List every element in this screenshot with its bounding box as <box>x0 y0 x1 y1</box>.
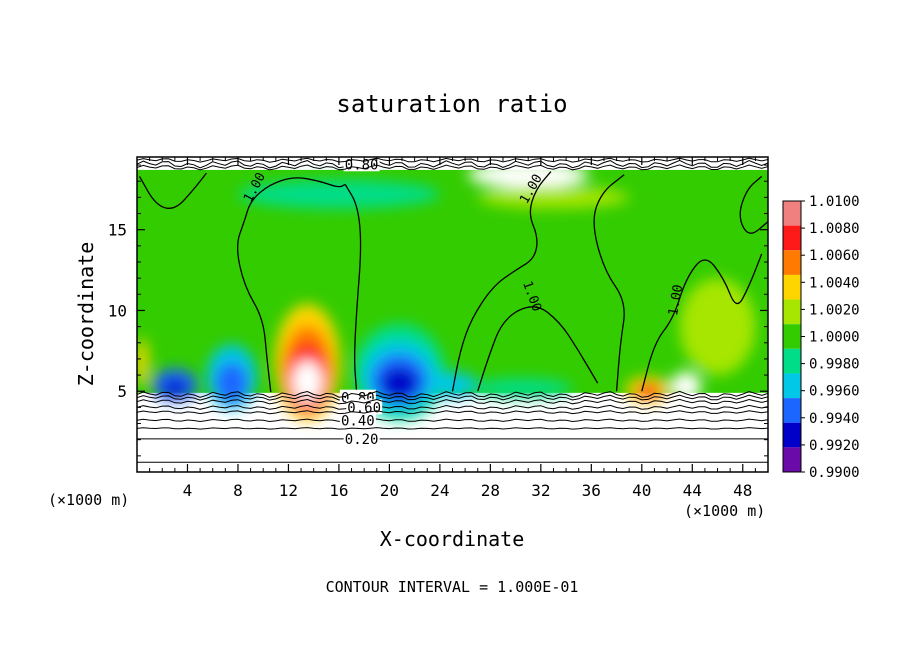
low_contours-line-6 <box>137 410 768 415</box>
colorbar-swatch-8 <box>783 398 801 423</box>
fill-blob-5 <box>635 383 661 399</box>
fill-blob-11 <box>215 362 249 405</box>
fill-blob-16 <box>670 371 702 401</box>
x-tick-label-2: 12 <box>279 481 298 500</box>
colorbar-label-3: 1.0040 <box>809 275 860 291</box>
saturation-fill <box>137 161 768 421</box>
colorbar-label-5: 1.0000 <box>809 330 860 346</box>
x-tick-label-4: 20 <box>380 481 399 500</box>
colorbar-label-0: 1.0100 <box>809 194 860 210</box>
colorbar-swatch-6 <box>783 348 801 374</box>
colorbar-label-10: 0.9900 <box>809 465 860 481</box>
low_contours-label-bg-3 <box>343 430 380 446</box>
colorbar-swatch-9 <box>783 422 801 448</box>
top_contours-line-2 <box>137 164 768 171</box>
top_contours-label-0: 0.80 <box>345 157 379 173</box>
colorbar-label-9: 0.9920 <box>809 438 860 454</box>
fill-blob-14 <box>427 371 478 398</box>
colorbar-swatch-5 <box>783 324 801 349</box>
colorbar-swatch-3 <box>783 274 801 300</box>
x-tick-label-1: 8 <box>233 481 243 500</box>
colorbar-swatch-2 <box>783 250 801 275</box>
contour-1.00-line-6 <box>641 253 763 392</box>
x-tick-label-6: 28 <box>481 481 500 500</box>
low_contours-label-bg-2 <box>339 412 376 428</box>
contour-lines: 1.00 1.001.00 1.000.800.600.400.200.80 <box>137 157 768 463</box>
top_contours-label-bg-0 <box>343 157 380 172</box>
contour-interval-note: CONTOUR INTERVAL = 1.000E-01 <box>326 578 579 596</box>
fill-blob-9 <box>380 367 419 400</box>
contour-1.00-line-5 <box>593 174 625 392</box>
x-tick-label-8: 36 <box>582 481 601 500</box>
plot-area: 1.00 1.001.00 1.000.800.600.400.200.80 <box>137 157 768 472</box>
contour-1.00-line-4 <box>477 306 599 392</box>
fill-blob-3 <box>292 360 323 403</box>
fill-blob-17 <box>137 337 149 387</box>
x-tick-label-9: 40 <box>632 481 651 500</box>
y-tick-label-2: 15 <box>108 221 127 240</box>
colorbar-label-1: 1.0080 <box>809 221 860 237</box>
low_contours-line-7 <box>137 427 768 430</box>
low_contours-label-3: 0.20 <box>345 432 379 448</box>
fill-blob-18 <box>237 179 440 209</box>
x-axis-label: X-coordinate <box>380 527 525 551</box>
x-tick-label-7: 32 <box>531 481 550 500</box>
x-unit-right: (×1000 m) <box>684 502 765 520</box>
colorbar-label-7: 0.9960 <box>809 384 860 400</box>
colorbar-swatch-10 <box>783 447 801 472</box>
low_contours-line-0 <box>137 394 768 401</box>
contour-1.00-line-0 <box>236 177 346 393</box>
contour-1.00-line-3 <box>451 171 552 392</box>
low_contours-line-5 <box>137 398 768 405</box>
low_contours-line-1 <box>137 404 768 410</box>
x-axis-ticks: 4 8 12 16 20 24 28 32 36 40 44 48 <box>149 157 756 500</box>
contour-1.00-line-1 <box>344 184 362 392</box>
x-tick-label-10: 44 <box>683 481 702 500</box>
colorbar-label-4: 1.0020 <box>809 302 860 318</box>
y-tick-label-0: 5 <box>117 382 127 401</box>
contour-1.00-line-7 <box>739 175 768 234</box>
x-tick-label-11: 48 <box>733 481 752 500</box>
y-axis-label: Z-coordinate <box>74 242 98 387</box>
fill-blob-13 <box>162 379 188 397</box>
y-tick-label-1: 10 <box>108 301 127 320</box>
fill-blob-15 <box>471 378 573 398</box>
colorbar-label-8: 0.9940 <box>809 411 860 427</box>
chart-title: saturation ratio <box>336 90 567 118</box>
x-tick-label-0: 4 <box>183 481 193 500</box>
contour-1.00-line-2 <box>138 172 207 209</box>
fill-blob-21 <box>679 278 756 376</box>
colorbar-label-2: 1.0060 <box>809 248 860 264</box>
colorbar: 1.0100 1.0080 1.0060 1.0040 1.0020 1.0000 0.99… <box>782 194 860 481</box>
top_contours-line-0 <box>137 159 768 169</box>
low_contours-label-2: 0.40 <box>341 413 375 429</box>
fill-blob-20 <box>477 186 630 209</box>
low_contours-line-2 <box>137 418 768 423</box>
colorbar-swatch-1 <box>783 225 801 251</box>
colorbar-label-6: 0.9980 <box>809 357 860 373</box>
low_contours-line-4 <box>137 390 768 398</box>
y-axis-ticks: 5 10 15 <box>108 164 768 457</box>
x-unit-left: (×1000 m) <box>48 491 129 509</box>
colorbar-swatch-4 <box>783 299 801 325</box>
x-tick-label-5: 24 <box>430 481 449 500</box>
colorbar-swatch-0 <box>783 201 801 226</box>
low_contours-label-bg-1 <box>346 399 383 415</box>
fill-gradients <box>137 161 756 421</box>
colorbar-swatch-7 <box>783 373 801 399</box>
x-tick-label-3: 16 <box>329 481 348 500</box>
